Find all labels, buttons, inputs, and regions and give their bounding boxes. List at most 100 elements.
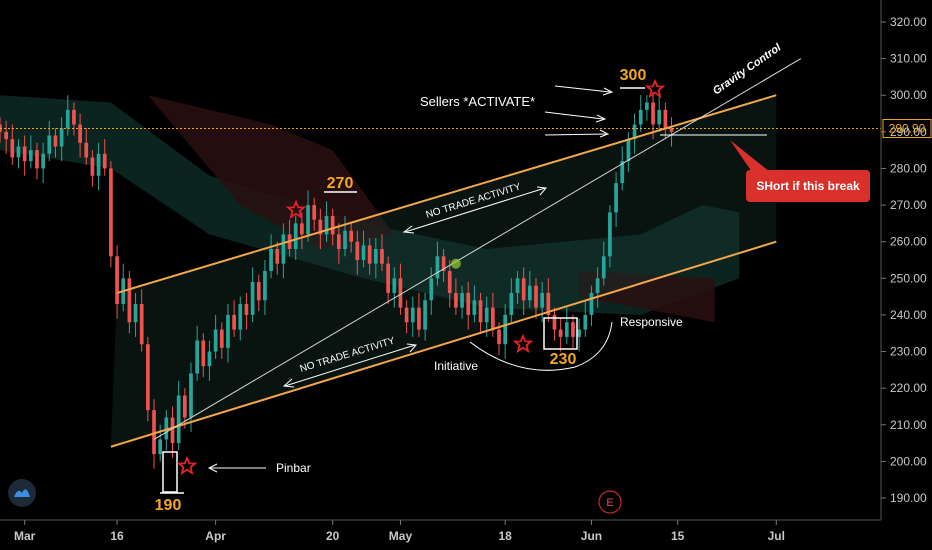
candle-body	[170, 417, 175, 444]
candle-body	[336, 234, 341, 250]
sellers-arrow-2	[544, 111, 604, 120]
candle-body	[626, 139, 631, 162]
candle-body	[478, 300, 483, 323]
candles	[0, 91, 674, 469]
candle-body	[657, 109, 662, 125]
candle-body	[540, 292, 545, 308]
current-price-tag: 290.90	[882, 119, 932, 139]
candle-body	[527, 285, 532, 301]
price-tick-label: 320.00	[890, 15, 927, 29]
candle-body	[534, 285, 538, 308]
cloud-green	[0, 95, 740, 315]
sellers-activate-label: Sellers *ACTIVATE*	[420, 94, 535, 109]
level-label-190: 190	[155, 497, 182, 514]
candle-body	[577, 329, 581, 337]
candle-body	[515, 278, 520, 293]
star-icon	[512, 333, 534, 353]
candle-body	[497, 329, 501, 345]
candle-body	[195, 340, 199, 374]
channel-upper-line[interactable]	[116, 94, 777, 294]
candle-body	[669, 128, 674, 132]
price-tick-label: 190.00	[890, 491, 927, 505]
time-tick-label: Jul	[768, 529, 785, 543]
price-tick-label: 210.00	[890, 418, 927, 432]
candle-body	[417, 307, 421, 330]
candle-body	[72, 109, 76, 125]
candle-body	[109, 168, 113, 257]
candle-body	[312, 205, 317, 220]
candle-body	[219, 329, 224, 348]
pinbar-label: Pinbar	[276, 461, 311, 475]
no-trade-lower-arrow	[284, 344, 416, 387]
earnings-event-label: E	[606, 497, 613, 509]
candle-body	[638, 109, 643, 125]
time-tick-label: Mar	[14, 529, 36, 543]
candle-body	[4, 131, 9, 140]
time-tick-label: 20	[326, 529, 340, 543]
gravity-control-line[interactable]	[153, 58, 802, 440]
cloud-red	[579, 270, 715, 323]
time-tick-label: Jun	[581, 529, 602, 543]
candle-body	[355, 241, 360, 260]
candle-body	[213, 329, 218, 352]
candle-body	[503, 314, 508, 345]
time-tick-label: 18	[499, 529, 513, 543]
candle-body	[238, 303, 243, 330]
candle-body	[429, 278, 434, 301]
price-tick-label: 270.00	[890, 198, 927, 212]
level-label-300: 300	[620, 67, 647, 84]
time-axis: Mar 16 Apr 20 May 18 Jun 15 Jul	[14, 520, 785, 543]
price-tick-label: 250.00	[890, 271, 927, 285]
candle-body	[367, 245, 372, 264]
candle-body	[466, 292, 471, 315]
candle-body	[552, 314, 557, 330]
candle-body	[232, 314, 236, 330]
price-tick-label: 290.00	[890, 125, 927, 139]
sellers-arrow-3	[544, 133, 607, 136]
candle-body	[632, 124, 637, 140]
candle-body	[139, 303, 144, 345]
earnings-event-marker[interactable]	[598, 490, 622, 514]
candle-body	[373, 249, 378, 264]
candle-body	[601, 256, 606, 279]
level-label-270: 270	[327, 175, 354, 192]
candle-body	[614, 183, 618, 213]
candle-body	[620, 161, 625, 184]
candle-body	[645, 102, 649, 110]
level-label-230: 230	[550, 351, 577, 368]
candle-body	[571, 322, 575, 337]
responsive-label: Responsive	[620, 315, 683, 329]
candle-body	[589, 292, 594, 315]
candle-body	[651, 102, 655, 125]
short-callout-box	[746, 170, 870, 202]
channel-lower-line[interactable]	[110, 240, 777, 448]
candle-body	[293, 223, 298, 250]
candle-body	[608, 212, 612, 257]
candle-body	[115, 256, 119, 304]
candle-body	[583, 314, 588, 330]
candle-body	[22, 146, 27, 162]
candle-body	[447, 270, 452, 293]
tradingview-logo[interactable]	[8, 479, 36, 507]
candle-body	[386, 263, 390, 293]
candle-body	[10, 139, 15, 158]
candle-body	[404, 307, 409, 323]
drawings	[110, 58, 802, 448]
candle-body	[28, 150, 33, 162]
sellers-arrowhead-3	[599, 129, 610, 138]
time-tick-label: May	[389, 529, 413, 543]
candle-body	[127, 278, 132, 323]
candle-body	[663, 109, 668, 129]
star-icon	[176, 455, 198, 475]
touch-point-marker	[450, 258, 461, 269]
candle-body	[182, 395, 187, 418]
no-trade-lower-arrowhead-r	[406, 343, 417, 353]
candle-body	[472, 300, 477, 315]
star-icon	[285, 199, 307, 219]
candle-body	[546, 292, 551, 315]
candle-body	[102, 153, 107, 169]
candle-body	[423, 300, 427, 330]
rounding-arc	[469, 321, 613, 371]
candle-body	[595, 278, 600, 293]
